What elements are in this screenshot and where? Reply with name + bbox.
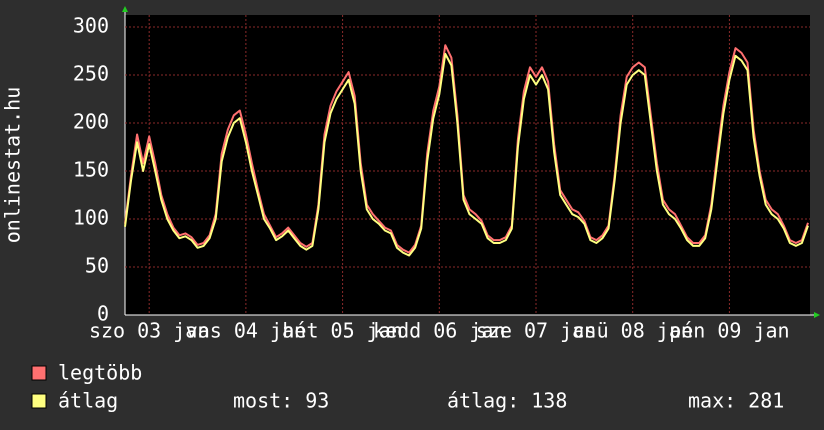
axis-arrow [122, 6, 128, 12]
x-tick-label: szo 03 jan [89, 319, 209, 343]
stat-value: 93 [305, 389, 329, 413]
legend-swatch [31, 365, 47, 381]
y-tick-label: 300 [73, 14, 109, 38]
y-axis-label: onlinestat.hu [1, 87, 25, 244]
x-tick-label: sze 07 jan [476, 319, 596, 343]
axis-arrow [814, 312, 820, 318]
stat-value: 281 [748, 389, 784, 413]
stat-label: most: [233, 389, 293, 413]
y-tick-label: 100 [73, 206, 109, 230]
x-tick-label: kedd 06 jan [373, 319, 505, 343]
x-tick-label: pén 09 jan [669, 319, 789, 343]
y-tick-label: 0 [97, 302, 109, 326]
legend-label: legtöbb [58, 361, 142, 385]
x-tick-label: vas 04 jan [186, 319, 306, 343]
y-tick-label: 200 [73, 110, 109, 134]
legend-swatch [31, 393, 47, 409]
plot-area [125, 15, 810, 315]
x-tick-label: hét 05 jan [282, 319, 402, 343]
series-line [124, 52, 809, 257]
legend-label: átlag [58, 389, 118, 413]
stat-value: 138 [531, 389, 567, 413]
stat-label: átlag: [447, 389, 519, 413]
x-tick-label: csü 08 jan [572, 319, 692, 343]
y-tick-label: 250 [73, 62, 109, 86]
stat-label: max: [688, 389, 736, 413]
series-line [124, 44, 809, 254]
y-tick-label: 150 [73, 158, 109, 182]
y-tick-label: 50 [85, 254, 109, 278]
